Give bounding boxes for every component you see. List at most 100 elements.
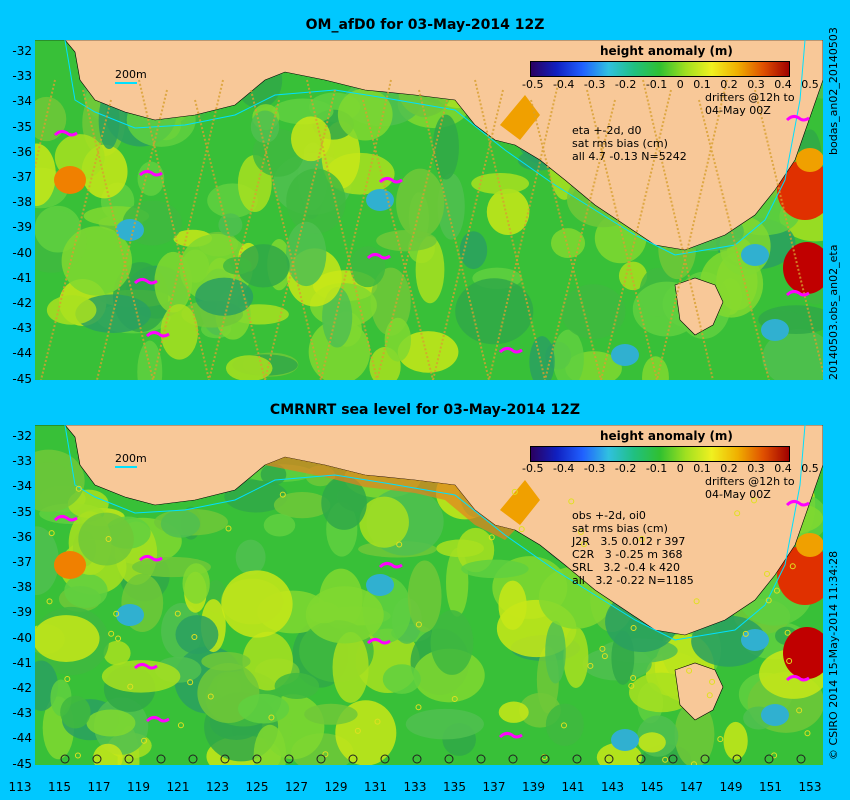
top-scale-200m: 200m bbox=[115, 68, 147, 84]
satellite-track bbox=[754, 89, 823, 376]
drifter-track bbox=[53, 129, 78, 137]
observation-marker bbox=[92, 754, 102, 764]
observation-marker bbox=[156, 754, 166, 764]
observation-marker bbox=[415, 704, 422, 711]
drifter-track bbox=[498, 346, 523, 354]
observation-marker bbox=[451, 695, 458, 702]
observation-marker bbox=[60, 754, 70, 764]
low-anomaly bbox=[741, 629, 769, 651]
satellite-track bbox=[544, 99, 616, 380]
anomaly-patch bbox=[60, 695, 91, 729]
satellite-track bbox=[432, 89, 504, 380]
low-anomaly bbox=[366, 189, 394, 211]
x-tick-label: 115 bbox=[48, 780, 71, 794]
y-tick-label: -33 bbox=[12, 454, 32, 469]
satellite-track bbox=[600, 89, 672, 380]
observation-marker bbox=[706, 692, 713, 699]
observation-marker bbox=[354, 727, 361, 734]
anomaly-patch bbox=[350, 246, 386, 288]
anomaly-patch bbox=[272, 98, 334, 125]
stats-line: all 3.2 -0.22 N=1185 bbox=[572, 574, 694, 587]
observation-marker bbox=[207, 693, 214, 700]
drifter-track bbox=[145, 330, 170, 338]
anomaly-patch bbox=[407, 560, 442, 633]
observation-marker bbox=[690, 761, 697, 765]
satellite-track bbox=[320, 79, 392, 380]
anomaly-patch bbox=[35, 615, 100, 662]
observation-marker bbox=[187, 679, 194, 686]
anomaly-patch bbox=[674, 701, 715, 765]
observation-marker bbox=[75, 485, 82, 492]
observation-marker bbox=[46, 598, 53, 605]
observation-marker bbox=[322, 751, 329, 758]
y-tick-label: -43 bbox=[12, 706, 32, 721]
observation-marker bbox=[174, 610, 181, 617]
anomaly-patch bbox=[250, 110, 280, 144]
observation-marker bbox=[604, 754, 614, 764]
y-tick-label: -39 bbox=[12, 220, 32, 235]
y-tick-label: -41 bbox=[12, 270, 32, 285]
anomaly-patch bbox=[308, 601, 341, 624]
anomaly-patch bbox=[86, 709, 136, 737]
bottom-drifters-line1: drifters @12h to bbox=[705, 475, 795, 488]
observation-marker bbox=[476, 754, 486, 764]
anomaly-patch bbox=[35, 96, 67, 142]
drifter-track bbox=[785, 114, 810, 122]
y-tick-label: -33 bbox=[12, 69, 32, 84]
satellite-track bbox=[264, 89, 336, 380]
x-tick-label: 153 bbox=[798, 780, 822, 794]
drifter-track bbox=[785, 499, 810, 507]
drifter-track bbox=[366, 637, 391, 645]
anomaly-patch bbox=[263, 513, 296, 537]
warm-eddy bbox=[54, 551, 86, 579]
anomaly-patch bbox=[201, 651, 251, 671]
anomaly-patch bbox=[415, 236, 445, 304]
observation-marker bbox=[225, 525, 232, 532]
drifter-track bbox=[138, 169, 163, 177]
satellite-track bbox=[208, 99, 280, 380]
observation-marker bbox=[415, 621, 422, 628]
warm-eddy bbox=[783, 242, 823, 294]
bottom-panel-title: CMRNRT sea level for 03-May-2014 12Z bbox=[269, 402, 581, 418]
x-tick-label: 123 bbox=[206, 780, 229, 794]
stats-line: eta +-2d, d0 bbox=[572, 124, 642, 137]
anomaly-patch bbox=[550, 228, 586, 258]
anomaly-patch bbox=[221, 570, 293, 638]
observation-marker bbox=[316, 754, 326, 764]
anomaly-patch bbox=[642, 356, 669, 380]
x-tick-label: 117 bbox=[87, 780, 111, 794]
observation-marker bbox=[732, 754, 742, 764]
y-tick-label: -41 bbox=[12, 655, 32, 670]
anomaly-patch bbox=[222, 257, 252, 275]
top-side-label-2: 20140503.obs_an02_eta bbox=[827, 244, 840, 380]
anomaly-patch bbox=[137, 161, 165, 196]
x-tick-label: 151 bbox=[759, 780, 782, 794]
observation-marker bbox=[773, 587, 780, 594]
anomaly-patch bbox=[242, 631, 293, 691]
observation-marker bbox=[734, 510, 741, 517]
bottom-colorbar bbox=[530, 446, 790, 462]
y-tick-label: -44 bbox=[12, 731, 32, 746]
x-tick-label: 147 bbox=[680, 780, 703, 794]
observation-marker bbox=[577, 529, 584, 536]
bottom-scale-label: 200m bbox=[115, 452, 147, 465]
x-tick-label: 125 bbox=[245, 780, 269, 794]
x-tick-label: 129 bbox=[324, 780, 348, 794]
stats-line: obs +-2d, oi0 bbox=[572, 509, 646, 522]
bottom-drifters-note: drifters @12h to 04-May 00Z bbox=[705, 475, 795, 501]
observation-marker bbox=[693, 598, 700, 605]
low-anomaly bbox=[761, 704, 789, 726]
anomaly-patch bbox=[160, 304, 199, 360]
anomaly-patch bbox=[35, 449, 85, 512]
observation-marker bbox=[348, 754, 358, 764]
satellite-track bbox=[656, 79, 728, 380]
y-tick-label: -36 bbox=[12, 144, 32, 159]
observation-marker bbox=[751, 497, 758, 504]
anomaly-patch bbox=[321, 476, 367, 530]
anomaly-patch bbox=[235, 539, 266, 575]
top-colorbar bbox=[530, 61, 790, 77]
anomaly-patch bbox=[561, 284, 626, 339]
y-tick-label: -37 bbox=[12, 555, 32, 569]
observation-marker bbox=[568, 498, 575, 505]
satellite-track bbox=[250, 89, 322, 380]
